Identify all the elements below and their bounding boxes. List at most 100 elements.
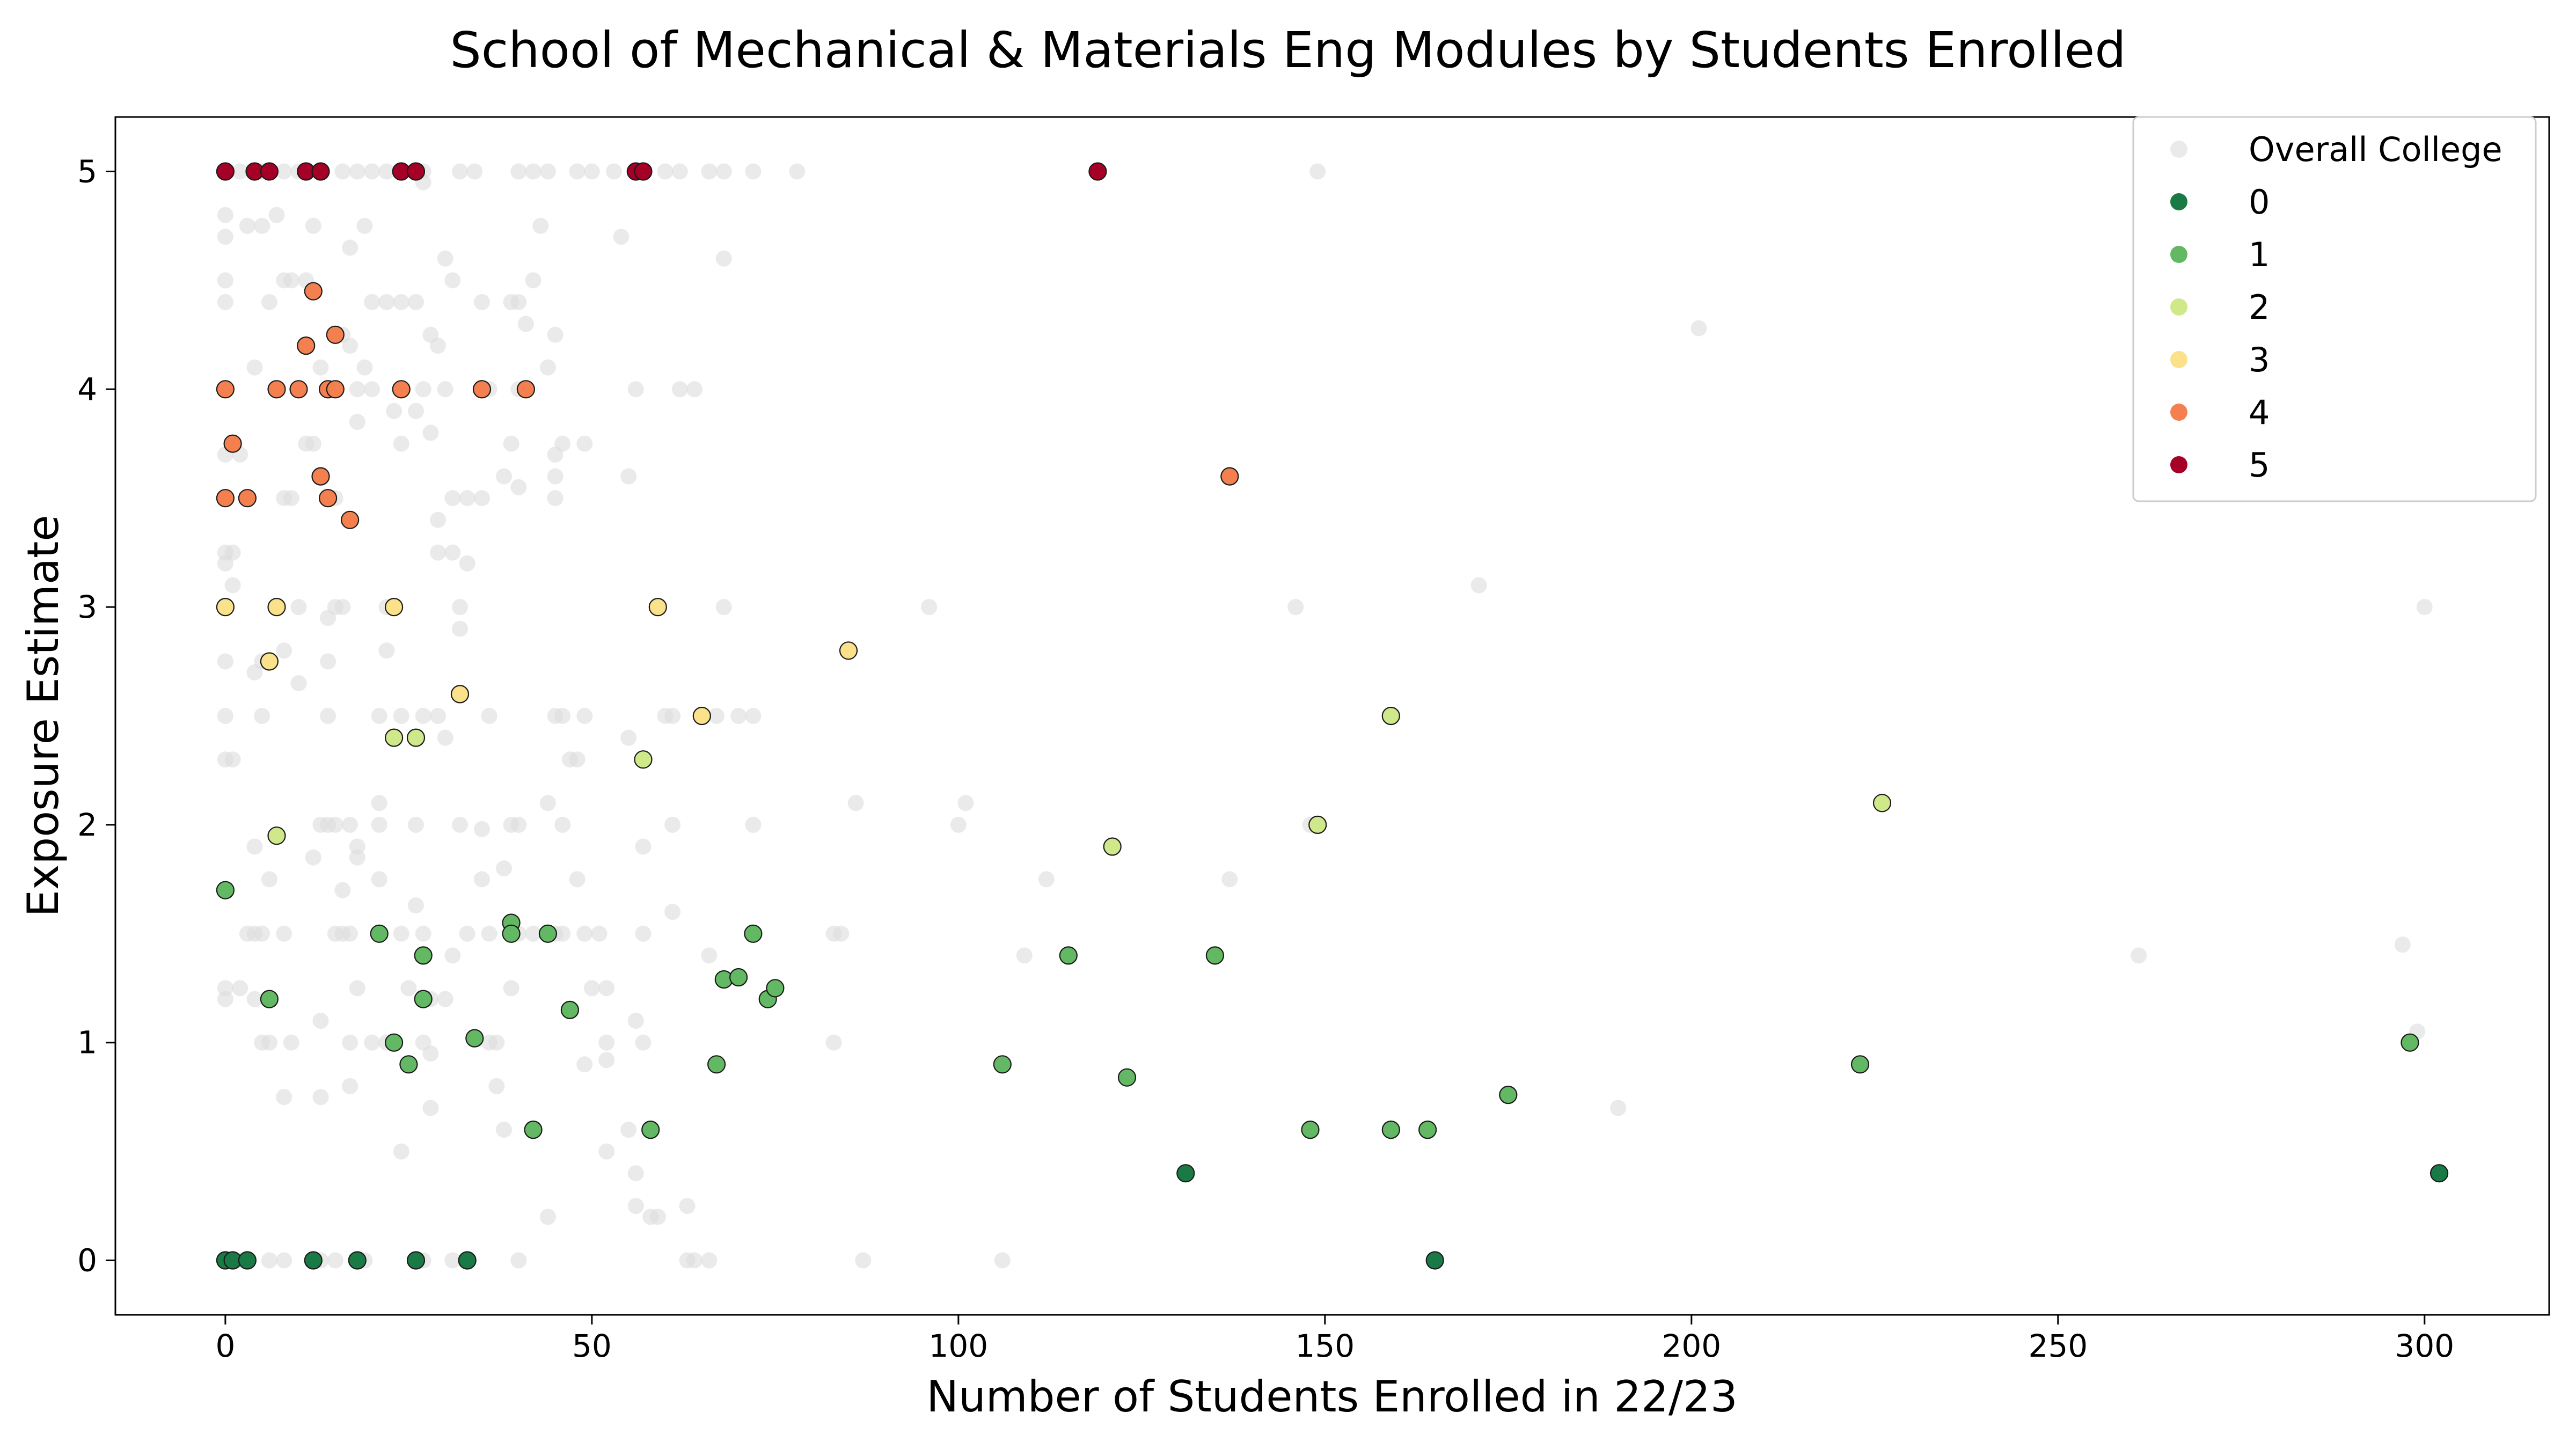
scatter-point xyxy=(276,642,292,659)
scatter-point xyxy=(569,871,586,888)
scatter-point xyxy=(1205,946,1224,965)
y-axis-label: Exposure Estimate xyxy=(18,515,68,917)
scatter-point xyxy=(327,816,343,833)
scatter-point xyxy=(634,162,653,181)
scatter-point xyxy=(238,489,257,508)
scatter-point xyxy=(503,980,519,997)
scatter-point xyxy=(450,685,470,704)
scatter-point xyxy=(481,708,497,724)
scatter-point xyxy=(216,489,235,508)
scatter-point xyxy=(406,1251,426,1270)
scatter-point xyxy=(547,490,564,507)
scatter-point xyxy=(318,489,338,508)
series-exposure-2 xyxy=(267,706,1892,856)
scatter-point xyxy=(1016,947,1033,964)
scatter-point xyxy=(627,1013,644,1029)
scatter-point xyxy=(437,250,453,267)
scatter-point xyxy=(855,1252,872,1269)
scatter-point xyxy=(342,925,358,942)
scatter-point xyxy=(496,1122,512,1138)
series-exposure-1 xyxy=(216,881,2419,1139)
y-tick-label: 4 xyxy=(77,371,97,407)
scatter-point xyxy=(539,1209,556,1225)
scatter-point xyxy=(283,1034,299,1051)
scatter-point xyxy=(745,708,762,724)
scatter-point xyxy=(679,1198,696,1214)
x-tick-label: 0 xyxy=(215,1328,235,1364)
scatter-point xyxy=(217,708,233,724)
scatter-point xyxy=(525,272,541,289)
scatter-point xyxy=(246,991,263,1007)
scatter-point xyxy=(502,924,521,943)
scatter-point xyxy=(384,728,404,747)
series-exposure-4 xyxy=(216,282,1239,529)
legend-label: 5 xyxy=(2249,445,2270,485)
scatter-point xyxy=(452,620,468,637)
scatter-point xyxy=(261,871,277,888)
legend-marker xyxy=(2170,141,2187,158)
series-overall-college xyxy=(217,163,2433,1269)
scatter-point xyxy=(414,946,433,965)
scatter-point xyxy=(364,163,380,180)
scatter-point xyxy=(297,336,316,355)
scatter-point xyxy=(2430,1164,2449,1183)
scatter-point xyxy=(349,849,365,866)
scatter-point xyxy=(671,163,688,180)
scatter-point xyxy=(488,1078,505,1094)
scatter-point xyxy=(825,1034,842,1051)
y-tick-label: 1 xyxy=(77,1024,97,1061)
scatter-point xyxy=(217,991,233,1007)
scatter-point xyxy=(635,925,652,942)
scatter-point xyxy=(598,980,615,997)
scatter-point xyxy=(223,434,242,453)
scatter-point xyxy=(664,904,681,920)
scatter-point xyxy=(598,1052,615,1069)
scatter-point xyxy=(1499,1085,1518,1104)
scatter-point xyxy=(342,1078,358,1094)
scatter-point xyxy=(538,924,558,943)
series-exposure-0 xyxy=(216,1164,2449,1270)
scatter-point xyxy=(356,217,373,234)
scatter-point xyxy=(715,250,732,267)
scatter-point xyxy=(261,294,277,310)
scatter-point xyxy=(289,380,308,399)
scatter-point xyxy=(576,1056,593,1073)
scatter-point xyxy=(459,925,475,942)
scatter-point xyxy=(516,380,536,399)
x-tick-label: 100 xyxy=(928,1328,988,1364)
scatter-point xyxy=(216,162,235,181)
x-tick-label: 200 xyxy=(1662,1328,1721,1364)
scatter-point xyxy=(312,359,329,376)
scatter-point xyxy=(290,675,307,692)
scatter-point xyxy=(342,239,358,256)
scatter-point xyxy=(620,468,637,485)
scatter-point xyxy=(430,338,446,354)
scatter-point xyxy=(232,163,248,180)
scatter-point xyxy=(276,925,292,942)
scatter-point xyxy=(1690,320,1707,336)
scatter-point xyxy=(744,924,763,943)
scatter-point xyxy=(422,425,439,441)
scatter-point xyxy=(349,980,365,997)
scatter-point xyxy=(833,925,850,942)
scatter-point xyxy=(217,653,233,670)
scatter-point xyxy=(1059,946,1078,965)
legend-marker xyxy=(2170,456,2187,473)
x-axis-label: Number of Students Enrolled in 22/23 xyxy=(926,1372,1737,1422)
scatter-point xyxy=(459,490,475,507)
scatter-point xyxy=(384,1033,404,1052)
scatter-point xyxy=(444,272,461,289)
scatter-point xyxy=(1038,871,1055,888)
scatter-point xyxy=(224,751,241,768)
scatter-point xyxy=(2394,936,2411,953)
scatter-point xyxy=(1117,1068,1137,1087)
scatter-point xyxy=(290,599,307,616)
scatter-point xyxy=(459,555,475,572)
scatter-point xyxy=(415,925,431,942)
scatter-point xyxy=(1308,815,1327,835)
scatter-point xyxy=(304,282,323,301)
scatter-point xyxy=(364,1034,380,1051)
scatter-point xyxy=(729,968,748,987)
scatter-point xyxy=(415,381,431,398)
scatter-point xyxy=(393,925,409,942)
